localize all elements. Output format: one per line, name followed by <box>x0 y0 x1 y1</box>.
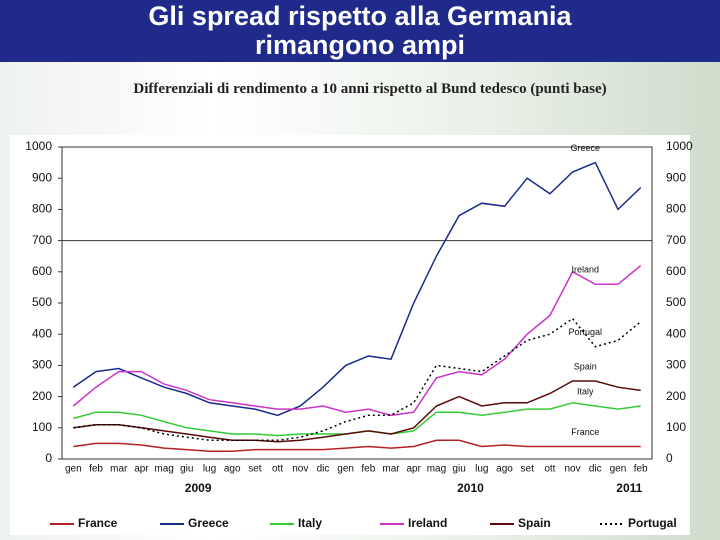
y-tick-label: 300 <box>32 358 52 372</box>
y-tick-label: 500 <box>32 295 52 309</box>
series-label: Portugal <box>569 327 603 337</box>
legend-label: Italy <box>298 516 322 530</box>
x-tick-label: set <box>248 464 262 475</box>
y-tick-label: 0 <box>45 451 52 465</box>
x-tick-label: gen <box>610 464 627 475</box>
x-tick-label: nov <box>565 464 581 475</box>
legend-label: Ireland <box>408 516 447 530</box>
series-label: Italy <box>577 386 594 396</box>
x-tick-label: mar <box>110 464 128 475</box>
y2-tick-label: 200 <box>666 389 686 403</box>
y2-tick-label: 300 <box>666 358 686 372</box>
x-tick-label: set <box>521 464 535 475</box>
year-label: 2011 <box>616 481 642 495</box>
x-tick-label: ott <box>544 464 555 475</box>
x-tick-label: giu <box>452 464 465 475</box>
y2-tick-label: 600 <box>666 264 686 278</box>
x-tick-label: dic <box>317 464 330 475</box>
x-tick-label: lug <box>203 464 216 475</box>
y2-tick-label: 400 <box>666 326 686 340</box>
y2-tick-label: 900 <box>666 170 686 184</box>
x-tick-label: gen <box>337 464 354 475</box>
x-tick-label: feb <box>89 464 103 475</box>
x-tick-label: nov <box>292 464 308 475</box>
y2-tick-label: 700 <box>666 233 686 247</box>
y2-tick-label: 800 <box>666 202 686 216</box>
y-tick-label: 200 <box>32 389 52 403</box>
x-tick-label: ago <box>224 464 241 475</box>
y2-tick-label: 0 <box>666 451 673 465</box>
x-tick-label: ott <box>272 464 283 475</box>
series-line <box>73 380 641 443</box>
legend-label: Spain <box>518 516 551 530</box>
x-tick-label: feb <box>361 464 375 475</box>
x-tick-label: gen <box>65 464 82 475</box>
series-label: Spain <box>574 361 597 371</box>
y-tick-label: 600 <box>32 264 52 278</box>
year-label: 2010 <box>457 481 484 495</box>
x-tick-label: lug <box>475 464 488 475</box>
x-tick-label: apr <box>407 464 422 475</box>
series-line <box>73 317 642 442</box>
series-label: Ireland <box>572 265 600 275</box>
series-label: Greece <box>571 143 601 153</box>
y-tick-label: 800 <box>32 202 52 216</box>
series-line <box>72 265 642 417</box>
y-tick-label: 100 <box>32 420 52 434</box>
chart-subtitle: Differenziali di rendimento a 10 anni ri… <box>133 81 607 97</box>
x-tick-label: ago <box>496 464 513 475</box>
y-tick-label: 1000 <box>25 139 52 153</box>
x-tick-label: mag <box>427 464 446 475</box>
series-line <box>73 439 641 452</box>
legend-label: Portugal <box>628 516 677 530</box>
x-tick-label: apr <box>134 464 149 475</box>
x-tick-label: feb <box>634 464 648 475</box>
x-tick-label: giu <box>180 464 193 475</box>
series-line <box>72 161 642 417</box>
chart-background <box>10 135 690 535</box>
chart-title: Gli spread rispetto alla Germania rimang… <box>148 1 572 60</box>
title-bar <box>0 0 720 62</box>
year-label: 2009 <box>185 481 212 495</box>
y-tick-label: 900 <box>32 170 52 184</box>
y2-tick-label: 500 <box>666 295 686 309</box>
legend-label: France <box>78 516 118 530</box>
y2-tick-label: 100 <box>666 420 686 434</box>
y-tick-label: 700 <box>32 233 52 247</box>
y-tick-label: 400 <box>32 326 52 340</box>
series-label: France <box>571 427 599 437</box>
x-tick-label: mag <box>154 464 173 475</box>
x-tick-label: dic <box>589 464 602 475</box>
y2-tick-label: 1000 <box>666 139 693 153</box>
x-tick-label: mar <box>382 464 400 475</box>
legend-label: Greece <box>188 516 229 530</box>
